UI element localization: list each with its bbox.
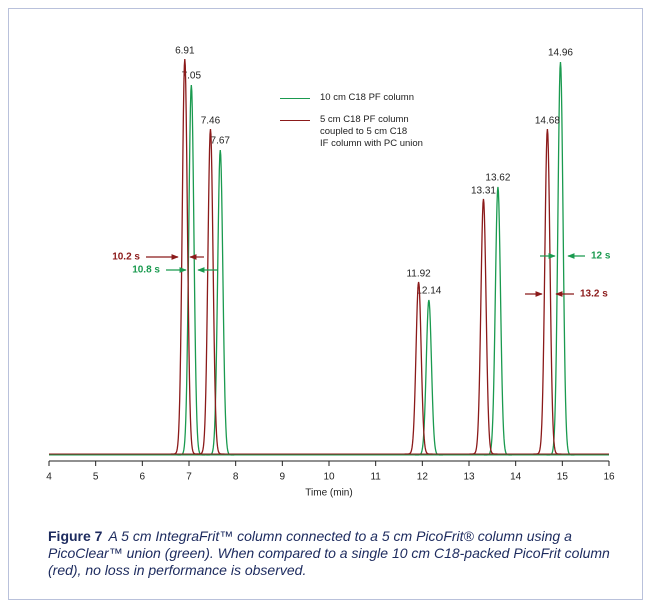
x-tick-label: 7 [186, 472, 192, 483]
peak [469, 198, 498, 455]
peak-label: 14.68 [535, 116, 560, 127]
x-tick-label: 10 [323, 472, 335, 483]
caption-label: Figure 7 [48, 528, 103, 544]
peak-label: 12.14 [416, 286, 441, 297]
x-tick-label: 13 [463, 472, 475, 483]
frame [8, 8, 643, 600]
annotation: 12 s [591, 251, 611, 262]
peak-label: 13.31 [471, 186, 496, 197]
peak-label: 13.62 [485, 173, 510, 184]
x-tick-label: 16 [603, 472, 615, 483]
legend-swatch [280, 98, 310, 99]
x-tick-label: 5 [93, 472, 99, 483]
peak [404, 281, 433, 455]
x-tick-label: 14 [510, 472, 522, 483]
x-tick-label: 4 [46, 472, 52, 483]
peak [414, 299, 443, 456]
x-tick-label: 12 [417, 472, 429, 483]
annotation: 10.2 s [112, 252, 140, 263]
legend: 10 cm C18 PF column 5 cm C18 PF column co… [280, 92, 423, 160]
annotation: 10.8 s [132, 265, 160, 276]
peak-label: 7.67 [211, 136, 231, 147]
caption-text: A 5 cm IntegraFrit™ column connected to … [48, 528, 610, 578]
peak [196, 128, 225, 455]
peak [483, 186, 512, 456]
legend-swatch [280, 120, 310, 121]
peak-label: 11.92 [406, 269, 431, 280]
legend-label: 10 cm C18 PF column [320, 92, 414, 103]
legend-item: 5 cm C18 PF column coupled to 5 cm C18 I… [280, 114, 423, 150]
peak [206, 149, 235, 456]
x-axis-label: Time (min) [305, 488, 352, 499]
x-tick-label: 15 [557, 472, 569, 483]
peak-label: 7.46 [201, 116, 221, 127]
peak-label: 6.91 [175, 46, 195, 57]
peak [533, 128, 562, 455]
annotation: 13.2 s [580, 289, 608, 300]
x-tick-label: 11 [370, 472, 381, 483]
legend-label: 5 cm C18 PF column coupled to 5 cm C18 I… [320, 114, 423, 149]
x-tick-label: 6 [140, 472, 146, 483]
x-tick-label: 8 [233, 472, 239, 483]
legend-item: 10 cm C18 PF column [280, 92, 423, 104]
x-tick-label: 9 [280, 472, 286, 483]
peak-label: 7.05 [182, 71, 202, 82]
peak [170, 58, 199, 455]
peak-label: 14.96 [548, 48, 573, 59]
